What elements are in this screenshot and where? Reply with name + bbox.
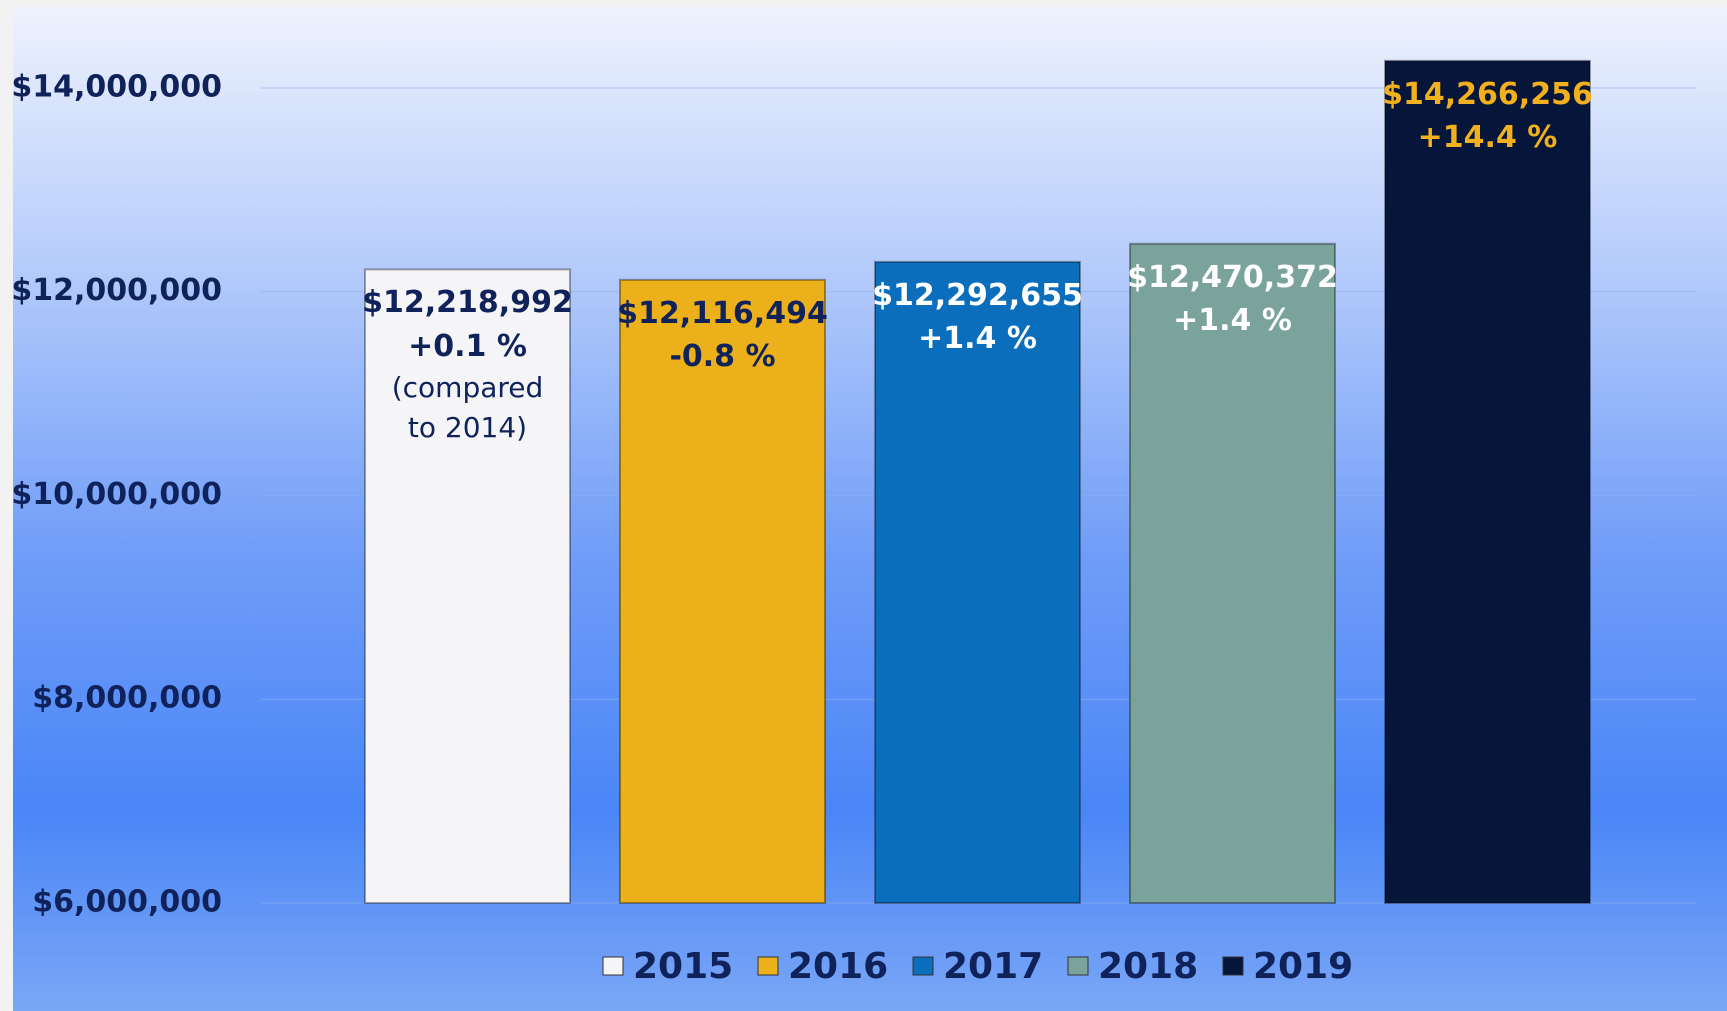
legend-swatch xyxy=(1067,956,1089,976)
legend-swatch xyxy=(912,956,934,976)
legend-swatch xyxy=(602,956,624,976)
data-label: $14,266,256 xyxy=(1382,76,1593,112)
y-tick-label: $8,000,000 xyxy=(32,681,222,716)
bar-labels: $12,292,655 +1.4 % xyxy=(865,274,1090,361)
bar xyxy=(1384,59,1591,904)
data-label: $12,470,372 xyxy=(1127,259,1338,295)
data-label: $12,116,494 xyxy=(617,295,828,331)
data-label: $12,292,655 xyxy=(872,277,1083,313)
y-tick-label: $14,000,000 xyxy=(11,69,222,104)
bar-labels: $12,470,372 +1.4 % xyxy=(1120,256,1345,343)
data-label: $12,218,992 xyxy=(362,285,573,321)
y-tick-label: $6,000,000 xyxy=(32,885,222,920)
legend: 2015 2016 2017 2018 2019 xyxy=(602,946,1353,987)
legend-label: 2017 xyxy=(943,946,1043,987)
annotation: +0.1 % xyxy=(408,328,527,364)
annotation: (compared to 2014) xyxy=(391,371,544,444)
annotation: +1.4 % xyxy=(1173,303,1292,339)
annotation: -0.8 % xyxy=(669,339,776,375)
y-tick-label: $12,000,000 xyxy=(11,273,222,308)
bar-labels: $12,116,494 -0.8 % xyxy=(610,292,835,379)
bar xyxy=(874,260,1081,904)
legend-label: 2018 xyxy=(1098,946,1198,987)
annotation: +14.4 % xyxy=(1417,120,1558,156)
bar xyxy=(619,278,826,904)
legend-label: 2016 xyxy=(788,946,888,987)
bar xyxy=(1129,242,1336,905)
y-tick-label: $10,000,000 xyxy=(11,477,222,512)
bar xyxy=(364,268,571,904)
legend-swatch xyxy=(1222,956,1244,976)
bar-labels: $12,218,992 +0.1 % (compared to 2014) xyxy=(355,281,580,446)
annotation: +1.4 % xyxy=(918,321,1037,357)
legend-label: 2019 xyxy=(1253,946,1353,987)
bar-labels: $14,266,256 +14.4 % xyxy=(1375,73,1600,160)
legend-swatch xyxy=(757,956,779,976)
legend-label: 2015 xyxy=(633,946,733,987)
